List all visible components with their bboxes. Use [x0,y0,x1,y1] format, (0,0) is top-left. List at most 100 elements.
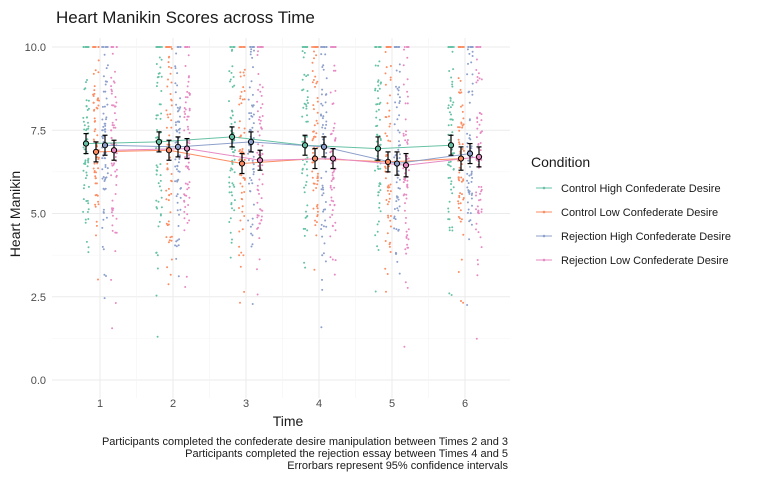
data-point [450,76,453,79]
data-point [186,183,189,186]
data-point [110,211,113,214]
data-point [448,229,451,232]
data-point [186,118,188,121]
data-point [85,174,88,177]
data-point [241,148,244,150]
data-point [238,207,240,209]
data-point [94,205,97,208]
data-point [103,273,106,276]
data-point [187,115,190,118]
data-point [334,69,337,72]
data-point [174,82,177,85]
data-point [334,89,337,92]
data-point [83,184,86,187]
data-point [316,207,319,210]
data-point [384,83,387,86]
data-point [461,126,464,129]
data-point [87,246,90,249]
data-point [393,123,396,126]
data-point [468,118,471,121]
data-point [449,97,452,100]
data-point [395,200,398,203]
data-point [379,46,382,48]
data-point [240,90,243,93]
data-point [322,192,325,195]
data-point [407,246,410,249]
data-point [384,177,387,180]
data-point [96,162,99,165]
data-point [475,81,478,84]
data-point [166,113,169,116]
data-point [312,161,315,164]
mean-point [402,162,410,169]
data-point [102,211,105,214]
data-point [175,103,178,106]
data-point [457,271,460,273]
data-point [479,192,481,195]
data-point [449,106,452,109]
data-point [241,150,244,153]
data-point [386,232,389,235]
data-point [466,132,469,135]
data-point [188,132,191,134]
data-point [82,120,85,123]
data-point [170,104,173,107]
data-point [177,170,180,173]
mean-point [466,150,474,157]
data-point [459,79,462,82]
data-point [176,130,179,133]
data-point [402,83,405,86]
data-point [377,84,380,87]
data-point [103,122,106,125]
data-point [252,113,255,116]
data-point [398,70,401,73]
data-point [105,67,108,70]
data-point [389,140,392,143]
data-point [170,239,173,242]
data-point [406,56,409,59]
data-point [183,110,186,113]
data-point [229,80,231,83]
data-point [170,126,173,129]
data-point [176,46,179,48]
mean-point [374,145,382,152]
data-point [110,92,113,95]
data-point [387,184,390,187]
data-point [103,128,106,131]
data-point [186,125,189,128]
data-point [468,52,471,55]
data-point [257,73,260,75]
data-point [82,198,85,201]
data-point [325,225,328,228]
data-point [396,260,399,263]
data-point [475,194,477,197]
data-point [155,46,158,48]
data-point [184,286,187,288]
data-point [102,112,105,115]
data-point [94,182,97,185]
data-point [305,105,308,108]
data-point [406,95,409,98]
data-point [375,116,378,119]
data-point [97,71,100,74]
data-point [188,168,190,171]
data-point [449,176,452,179]
data-point [450,183,452,185]
x-tick-label: 4 [316,398,322,410]
data-point [257,153,260,156]
data-point [312,108,315,111]
data-point [251,93,254,96]
y-tick-label: 10.0 [25,42,46,54]
data-point [385,46,388,48]
data-point [95,171,97,174]
series-line [95,149,462,165]
data-point [321,126,324,129]
data-point [450,124,453,126]
data-point [232,46,235,48]
data-point [320,46,323,48]
data-point [475,337,478,340]
data-point [156,335,159,338]
data-point [257,50,259,53]
data-point [184,96,187,99]
data-point [240,251,243,254]
